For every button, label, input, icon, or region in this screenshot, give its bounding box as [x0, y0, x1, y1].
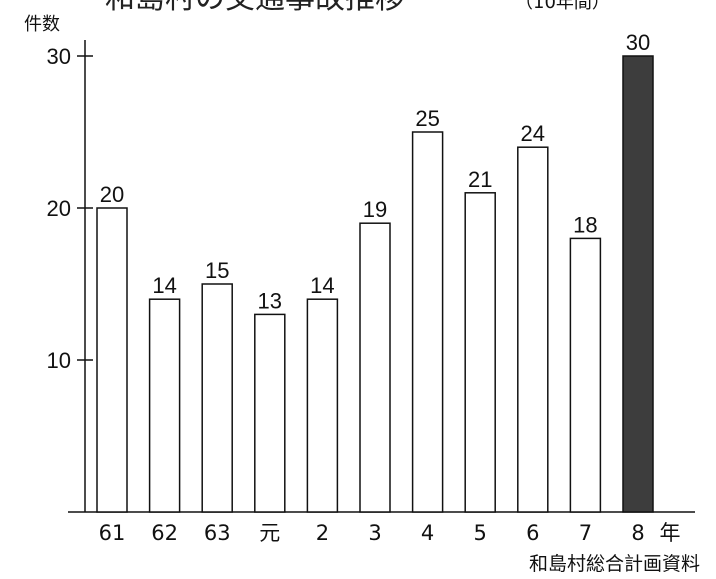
- bar: [517, 146, 549, 513]
- category-label: 4: [421, 521, 434, 545]
- bar: [359, 222, 391, 513]
- category-label: 61: [99, 521, 126, 545]
- data-label: 19: [363, 197, 387, 222]
- data-label: 13: [258, 288, 282, 313]
- category-label: 元: [259, 521, 280, 545]
- data-label: 14: [310, 273, 334, 298]
- bars: 20 14 15 13 14 19 25 21 24 18 30: [96, 30, 654, 513]
- data-label: 25: [415, 106, 439, 131]
- category-label: 7: [579, 521, 592, 545]
- bar: [569, 237, 602, 513]
- chart-title: 和島村の交通事故推移: [105, 0, 405, 16]
- y-tick-label: 30: [47, 44, 71, 69]
- category-label: 8: [631, 521, 644, 545]
- y-ticks: 10 20 30: [47, 44, 93, 373]
- category-label: 3: [368, 521, 381, 545]
- data-label: 30: [626, 30, 650, 55]
- bar: [201, 283, 233, 513]
- category-labels: 61 62 63 元 2 3 4 5 6 7 8: [99, 521, 645, 545]
- category-label: 2: [316, 521, 329, 545]
- bar: [464, 192, 496, 513]
- data-label: 24: [521, 121, 545, 146]
- category-label: 5: [474, 521, 487, 545]
- data-label: 21: [468, 167, 492, 192]
- bar: [411, 131, 444, 513]
- bar-highlight: [622, 55, 654, 513]
- data-label: 18: [573, 212, 597, 237]
- subtitle: （10年間）: [515, 0, 610, 13]
- bar: [148, 298, 181, 513]
- category-label: 62: [151, 521, 178, 545]
- bar: [254, 313, 286, 513]
- source-note: 和島村総合計画資料: [529, 553, 700, 575]
- bar: [96, 207, 128, 513]
- y-axis-title: 件数: [24, 14, 60, 35]
- data-label: 20: [100, 182, 124, 207]
- y-tick-label: 10: [47, 348, 71, 373]
- category-label: 63: [204, 521, 231, 545]
- data-label: 15: [205, 258, 229, 283]
- x-axis-title: 年: [660, 521, 681, 545]
- bar: [306, 298, 339, 513]
- data-label: 14: [152, 273, 176, 298]
- category-label: 6: [526, 521, 539, 545]
- y-tick-label: 20: [47, 196, 71, 221]
